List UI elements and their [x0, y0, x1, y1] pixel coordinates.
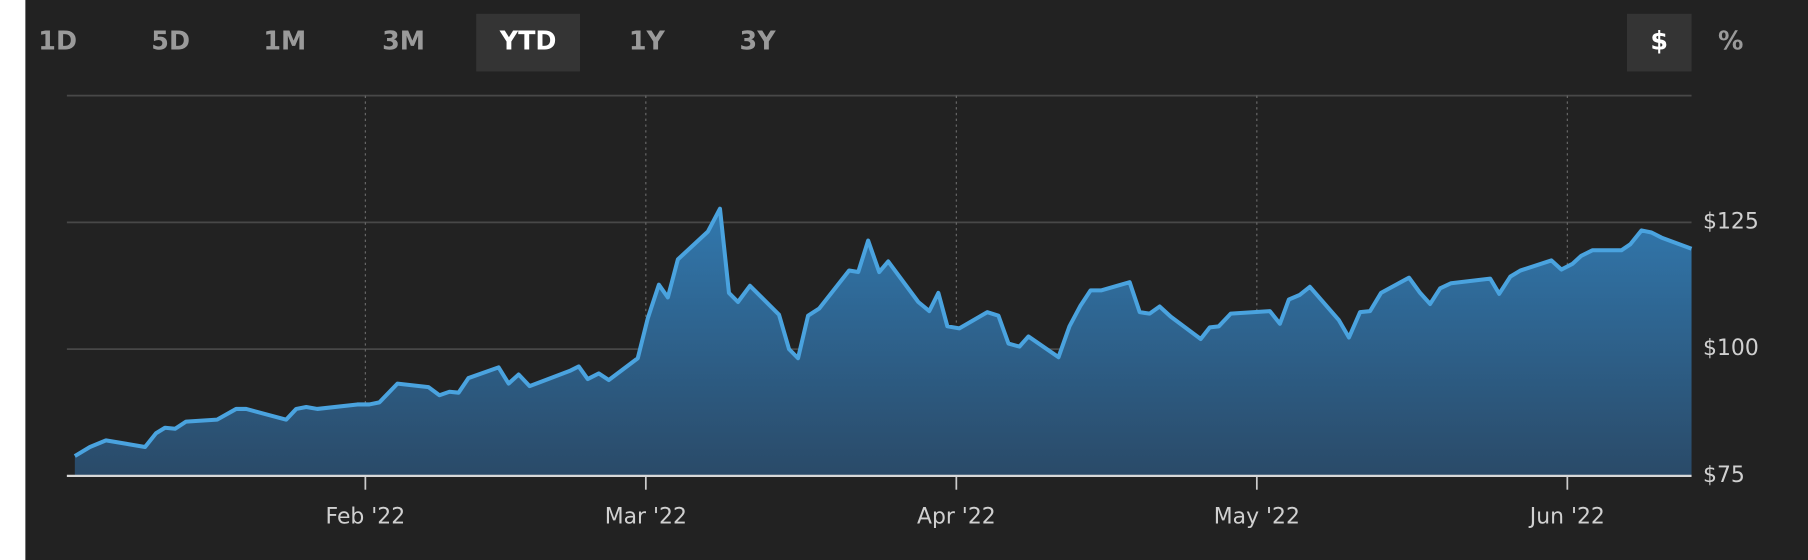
plot: $75 $100 $125 Feb '22 Mar '22 Apr '22 May '22 J…: [66, 94, 1759, 529]
x-tick-label: May '22: [1214, 504, 1300, 529]
range-tab[interactable]: 3Y: [740, 26, 777, 56]
x-tick-label: Mar '22: [605, 504, 687, 529]
range-tab[interactable]: 3M: [382, 26, 425, 56]
x-tick-label: Feb '22: [326, 504, 406, 529]
range-tab[interactable]: 1Y: [629, 26, 666, 56]
x-tick-label: Jun '22: [1528, 504, 1605, 529]
price-line: [73, 206, 1693, 458]
selected-unit-bg: [1626, 13, 1692, 72]
y-tick-label: $75: [1703, 463, 1745, 488]
range-tab[interactable]: 1D: [38, 26, 77, 56]
selected-range-bg: [476, 13, 580, 72]
y-tick-label: $125: [1703, 209, 1759, 234]
range-tab[interactable]: YTD: [499, 26, 557, 56]
y-tick-label: $100: [1703, 336, 1759, 361]
range-tab[interactable]: 5D: [151, 26, 190, 56]
unit-tab[interactable]: %: [1718, 26, 1743, 56]
unit-tab[interactable]: $: [1650, 26, 1668, 56]
area-fill: [74, 208, 1692, 476]
range-tab[interactable]: 1M: [263, 26, 306, 56]
x-tick-label: Apr '22: [917, 504, 996, 529]
